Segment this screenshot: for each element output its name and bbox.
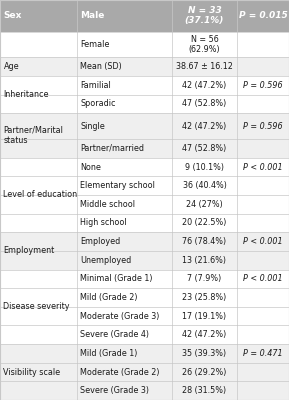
Text: N = 56
(62.9%): N = 56 (62.9%) [189,35,220,54]
Text: None: None [80,162,101,172]
Text: 76 (78.4%): 76 (78.4%) [182,237,227,246]
Text: Partner/married: Partner/married [80,144,144,153]
Text: Employment: Employment [3,246,55,255]
Text: Familial: Familial [80,81,111,90]
Text: High school: High school [80,218,127,228]
Text: 28 (31.5%): 28 (31.5%) [182,386,227,395]
Text: Visibility scale: Visibility scale [3,368,61,376]
Text: Female: Female [80,40,110,49]
Text: Mild (Grade 1): Mild (Grade 1) [80,349,138,358]
Text: P < 0.001: P < 0.001 [243,274,283,283]
Bar [0,95,289,113]
Bar [0,214,289,232]
Text: Level of education: Level of education [3,190,77,200]
Bar [0,176,289,195]
Text: Partner/Marital
status: Partner/Marital status [3,126,63,145]
Text: Sex: Sex [3,11,22,20]
Bar [0,158,289,176]
Bar [0,57,289,76]
Bar [0,363,289,381]
Text: Minimal (Grade 1): Minimal (Grade 1) [80,274,153,283]
Text: Mean (SD): Mean (SD) [80,62,122,71]
Bar [0,0,289,32]
Text: Mild (Grade 2): Mild (Grade 2) [80,293,138,302]
Text: 42 (47.2%): 42 (47.2%) [182,122,227,131]
Text: Male: Male [80,11,104,20]
Text: 13 (21.6%): 13 (21.6%) [182,256,227,265]
Bar [0,381,289,400]
Text: 47 (52.8%): 47 (52.8%) [182,144,227,153]
Bar [0,307,289,326]
Bar [0,139,289,158]
Text: Moderate (Grade 3): Moderate (Grade 3) [80,312,160,321]
Text: Middle school: Middle school [80,200,135,209]
Text: Severe (Grade 3): Severe (Grade 3) [80,386,149,395]
Text: Unemployed: Unemployed [80,256,131,265]
Text: 36 (40.4%): 36 (40.4%) [183,181,226,190]
Text: 42 (47.2%): 42 (47.2%) [182,330,227,339]
Text: Employed: Employed [80,237,120,246]
Text: 7 (7.9%): 7 (7.9%) [187,274,222,283]
Text: 17 (19.1%): 17 (19.1%) [182,312,227,321]
Text: 35 (39.3%): 35 (39.3%) [182,349,227,358]
Text: Age: Age [3,62,19,71]
Text: Disease severity: Disease severity [3,302,70,311]
Bar [0,344,289,363]
Text: 24 (27%): 24 (27%) [186,200,223,209]
Text: P = 0.596: P = 0.596 [243,122,283,131]
Bar [0,288,289,307]
Text: 23 (25.8%): 23 (25.8%) [182,293,227,302]
Text: P < 0.001: P < 0.001 [243,162,283,172]
Text: 9 (10.1%): 9 (10.1%) [185,162,224,172]
Text: P < 0.001: P < 0.001 [243,237,283,246]
Text: 42 (47.2%): 42 (47.2%) [182,81,227,90]
Text: N = 33
(37.1%): N = 33 (37.1%) [185,6,224,26]
Bar [0,232,289,251]
Text: P = 0.015: P = 0.015 [239,11,287,20]
Bar [0,113,289,139]
Text: Inheritance: Inheritance [3,90,49,99]
Text: P = 0.596: P = 0.596 [243,81,283,90]
Bar [0,270,289,288]
Text: 20 (22.5%): 20 (22.5%) [182,218,227,228]
Text: 47 (52.8%): 47 (52.8%) [182,100,227,108]
Bar [0,251,289,270]
Text: 38.67 ± 16.12: 38.67 ± 16.12 [176,62,233,71]
Text: Moderate (Grade 2): Moderate (Grade 2) [80,368,160,376]
Text: Single: Single [80,122,105,131]
Bar [0,326,289,344]
Bar [0,76,289,95]
Text: P = 0.471: P = 0.471 [243,349,283,358]
Bar [0,195,289,214]
Text: Severe (Grade 4): Severe (Grade 4) [80,330,149,339]
Text: 26 (29.2%): 26 (29.2%) [182,368,227,376]
Text: Sporadic: Sporadic [80,100,116,108]
Bar [0,32,289,57]
Text: Elementary school: Elementary school [80,181,155,190]
